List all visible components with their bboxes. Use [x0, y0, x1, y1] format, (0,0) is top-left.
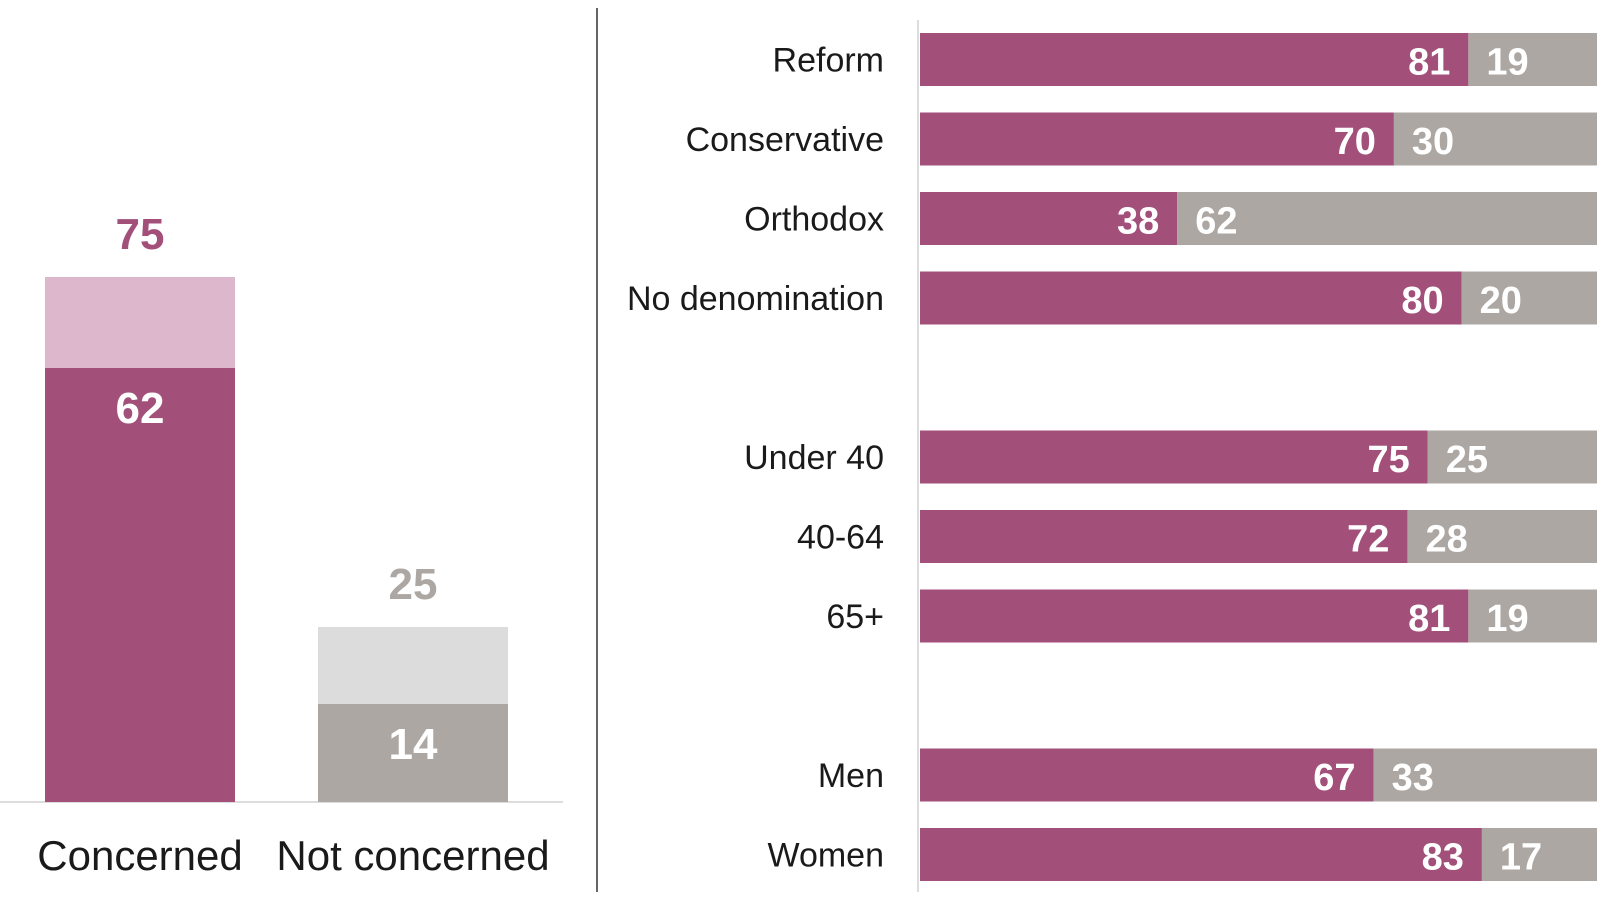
- bar-not-concerned-top: [318, 627, 508, 704]
- bar-65--not-concerned: [1468, 589, 1597, 643]
- overall-concern-panel: 62 75 Concerned 14 25 Not concerned: [0, 210, 563, 879]
- bar-under-40-concerned: [920, 430, 1428, 484]
- data-label-not-concerned-base: 14: [389, 720, 438, 769]
- value-label-under-40-not-concerned: 25: [1446, 439, 1488, 481]
- category-label-not-concerned: Not concerned: [276, 832, 549, 879]
- value-label-conservative-concerned: 70: [1334, 121, 1376, 163]
- value-label-conservative-not-concerned: 30: [1412, 121, 1454, 163]
- concern-by-group-panel: 81 19 Reform 70 30 Conservative 38 62 Orthodox 80…: [627, 20, 1597, 892]
- value-label-men-concerned: 67: [1313, 757, 1355, 799]
- value-label-40-64-concerned: 72: [1347, 519, 1389, 561]
- bar-40-64-not-concerned: [1407, 510, 1597, 563]
- row-label-orthodox: Orthodox: [744, 201, 884, 239]
- value-label-no-denomination-not-concerned: 20: [1480, 280, 1522, 322]
- value-label-65--concerned: 81: [1408, 598, 1450, 640]
- value-label-women-concerned: 83: [1422, 837, 1464, 879]
- bar-conservative-not-concerned: [1393, 112, 1597, 166]
- value-label-40-64-not-concerned: 28: [1425, 519, 1467, 561]
- row-label-conservative: Conservative: [686, 121, 884, 159]
- total-label-not-concerned: 25: [389, 560, 438, 609]
- value-label-no-denomination-concerned: 80: [1401, 280, 1443, 322]
- bar-no-denomination-not-concerned: [1461, 271, 1597, 325]
- bar-under-40-not-concerned: [1427, 430, 1597, 484]
- bar-reform-concerned: [920, 33, 1469, 86]
- bar-men-concerned: [920, 748, 1374, 802]
- value-label-orthodox-not-concerned: 62: [1195, 201, 1237, 243]
- value-label-men-not-concerned: 33: [1392, 757, 1434, 799]
- total-label-concerned: 75: [116, 210, 165, 259]
- bar-not-concerned-base: [318, 704, 508, 802]
- value-label-reform-not-concerned: 19: [1486, 42, 1528, 84]
- row-label-women: Women: [767, 837, 884, 875]
- bar-orthodox-concerned: [920, 192, 1178, 245]
- bar-concerned-top: [45, 277, 235, 368]
- row-label-65-: 65+: [826, 598, 884, 636]
- value-label-women-not-concerned: 17: [1500, 837, 1542, 879]
- value-label-orthodox-concerned: 38: [1117, 201, 1159, 243]
- value-label-reform-concerned: 81: [1408, 42, 1450, 84]
- value-label-65--not-concerned: 19: [1486, 598, 1528, 640]
- bar-concerned-base: [45, 368, 235, 802]
- bar-orthodox-not-concerned: [1177, 192, 1597, 245]
- bar-65--concerned: [920, 589, 1469, 643]
- bar-40-64-concerned: [920, 510, 1408, 563]
- bar-women-concerned: [920, 828, 1482, 881]
- row-label-no-denomination: No denomination: [627, 280, 884, 318]
- row-label-40-64: 40-64: [797, 519, 884, 557]
- bar-men-not-concerned: [1373, 748, 1597, 802]
- bar-reform-not-concerned: [1468, 33, 1597, 86]
- row-label-men: Men: [818, 757, 884, 795]
- value-label-under-40-concerned: 75: [1367, 439, 1409, 481]
- category-label-concerned: Concerned: [37, 832, 242, 879]
- data-label-concerned-base: 62: [116, 384, 165, 433]
- row-label-reform: Reform: [773, 42, 884, 80]
- bar-conservative-concerned: [920, 112, 1394, 166]
- bar-women-not-concerned: [1481, 828, 1597, 881]
- bar-no-denomination-concerned: [920, 271, 1462, 325]
- row-label-under-40: Under 40: [744, 439, 884, 477]
